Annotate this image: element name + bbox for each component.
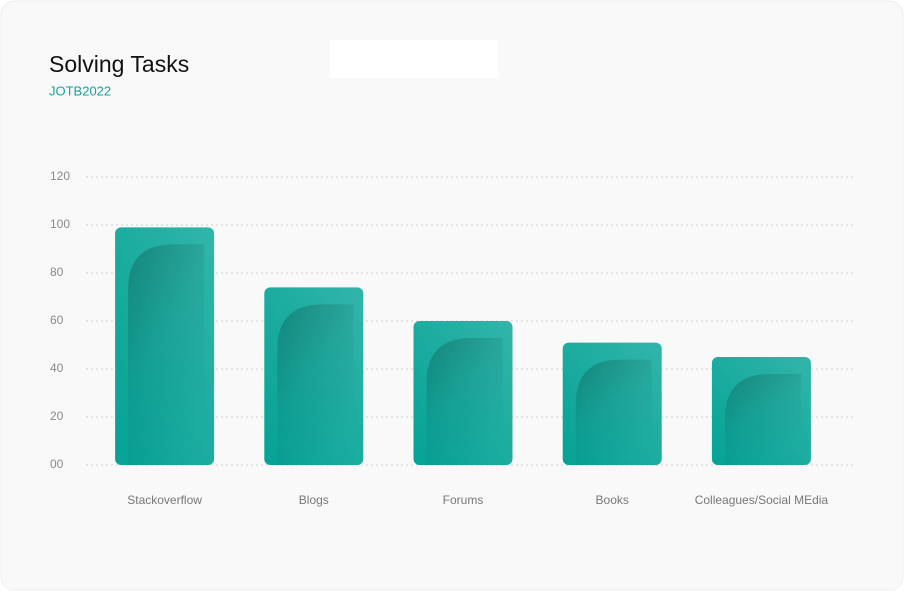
x-tick-label: Stackoverflow: [127, 493, 202, 507]
y-tick-label: 00: [50, 457, 64, 471]
y-tick-label: 80: [50, 265, 64, 279]
bar-shade: [277, 304, 354, 465]
y-tick-label: 100: [50, 217, 70, 231]
x-tick-label: Colleagues/Social MEdia: [695, 493, 829, 507]
bar-shade: [426, 338, 503, 465]
chart-subtitle: JOTB2022: [49, 83, 111, 98]
bar-shade: [575, 359, 652, 465]
x-tick-label: Books: [596, 493, 629, 507]
y-tick-label: 20: [50, 409, 64, 423]
x-tick-label: Blogs: [299, 493, 329, 507]
chart-title: Solving Tasks: [49, 51, 189, 77]
x-tick-label: Forums: [443, 493, 484, 507]
y-tick-label: 60: [50, 313, 64, 327]
bar-shade: [724, 374, 801, 465]
y-tick-label: 40: [50, 361, 64, 375]
bar-shade: [128, 244, 205, 465]
blank-box: [330, 40, 498, 78]
y-tick-label: 120: [50, 169, 70, 183]
